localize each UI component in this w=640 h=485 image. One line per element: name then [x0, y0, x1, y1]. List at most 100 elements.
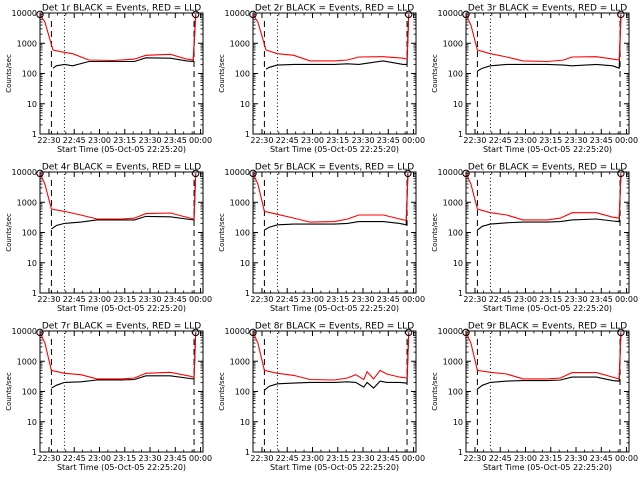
plot-frame — [252, 12, 417, 135]
x-tick-label: 22:45 — [276, 295, 299, 304]
lld-series-line — [465, 332, 622, 380]
y-axis-label: Counts/sec — [431, 213, 439, 252]
x-tick-label: 23:15 — [326, 136, 349, 145]
x-tick-label: 22:30 — [37, 454, 60, 463]
y-tick-label: 100 — [448, 70, 463, 79]
y-axis-label: Counts/sec — [218, 54, 226, 93]
endpoint-marker — [36, 328, 44, 337]
y-tick-label: 10 — [453, 418, 463, 427]
y-tick-label: 10 — [27, 259, 37, 268]
x-axis-label: Start Time (05-Oct-05 22:25:20) — [270, 463, 399, 472]
x-tick-label: 23:00 — [514, 136, 537, 145]
events-series-line — [477, 332, 622, 390]
panel-title: Det 7r BLACK = Events, RED = LLD — [42, 322, 201, 332]
x-axis-label: Start Time (05-Oct-05 22:25:20) — [270, 304, 399, 313]
x-tick-label: 22:45 — [489, 295, 512, 304]
y-tick-label: 10000 — [225, 327, 250, 336]
panel-title: Det 8r BLACK = Events, RED = LLD — [255, 322, 414, 332]
x-tick-label: 22:30 — [250, 295, 273, 304]
x-tick-label: 00:00 — [402, 136, 425, 145]
y-tick-label: 1 — [245, 130, 250, 139]
detector-panel: Det 6r BLACK = Events, RED = LLD 1 10 100 10… — [431, 163, 638, 314]
panel-title: Det 3r BLACK = Events, RED = LLD — [468, 4, 627, 14]
events-series-line — [52, 14, 197, 69]
lld-series-line — [252, 332, 410, 381]
x-tick-label: 23:15 — [113, 454, 136, 463]
x-tick-label: 22:45 — [63, 136, 86, 145]
lld-series-line — [465, 173, 622, 221]
y-tick-label: 1 — [458, 289, 463, 298]
y-tick-label: 10000 — [12, 9, 37, 18]
x-tick-label: 23:30 — [564, 136, 587, 145]
endpoint-marker — [404, 169, 412, 178]
y-tick-label: 100 — [448, 229, 463, 238]
x-tick-label: 23:30 — [564, 295, 587, 304]
detector-panel: Det 9r BLACK = Events, RED = LLD 1 10 100 10… — [431, 322, 638, 473]
plot-frame — [465, 171, 630, 294]
x-tick-label: 22:30 — [37, 136, 60, 145]
endpoint-marker — [617, 10, 625, 19]
x-tick-label: 23:15 — [113, 295, 136, 304]
endpoint-marker — [191, 328, 200, 337]
panel-title: Det 2r BLACK = Events, RED = LLD — [255, 4, 414, 14]
plot-frame — [465, 330, 630, 453]
lld-series-line — [252, 14, 410, 62]
y-tick-label: 10 — [240, 259, 250, 268]
x-tick-label: 23:30 — [138, 136, 161, 145]
events-series-line — [51, 173, 197, 230]
y-tick-label: 1000 — [443, 39, 463, 48]
panel-title: Det 6r BLACK = Events, RED = LLD — [468, 163, 627, 173]
y-tick-label: 100 — [22, 229, 37, 238]
x-tick-label: 22:30 — [463, 136, 486, 145]
lld-series-line — [39, 173, 197, 220]
y-tick-label: 10000 — [438, 327, 463, 336]
y-tick-label: 1 — [458, 130, 463, 139]
events-series-line — [477, 173, 622, 231]
x-tick-label: 23:45 — [377, 136, 400, 145]
x-axis-label: Start Time (05-Oct-05 22:25:20) — [57, 145, 186, 154]
x-tick-label: 23:30 — [564, 454, 587, 463]
endpoint-marker — [191, 169, 200, 178]
x-tick-label: 23:45 — [164, 295, 187, 304]
lld-series-line — [252, 173, 409, 223]
y-tick-label: 10 — [453, 259, 463, 268]
y-tick-label: 1000 — [17, 357, 37, 366]
events-series-line — [264, 173, 409, 231]
endpoint-marker — [249, 169, 257, 178]
panel-title: Det 5r BLACK = Events, RED = LLD — [255, 163, 414, 173]
detector-panel: Det 2r BLACK = Events, RED = LLD 1 10 100 10… — [218, 4, 425, 155]
endpoint-marker — [404, 10, 413, 19]
y-axis-label: Counts/sec — [218, 213, 226, 252]
detector-panel: Det 3r BLACK = Events, RED = LLD 1 10 100 10… — [431, 4, 638, 155]
x-tick-label: 23:15 — [326, 454, 349, 463]
x-tick-label: 22:30 — [463, 454, 486, 463]
detector-panel: Det 4r BLACK = Events, RED = LLD 1 10 100 10… — [5, 163, 212, 314]
events-series-line — [264, 332, 410, 391]
y-tick-label: 1000 — [230, 39, 250, 48]
x-tick-label: 23:00 — [88, 136, 111, 145]
x-tick-label: 23:15 — [113, 136, 136, 145]
y-axis-label: Counts/sec — [431, 372, 439, 411]
y-tick-label: 1000 — [230, 357, 250, 366]
x-tick-label: 22:45 — [489, 136, 512, 145]
y-tick-label: 100 — [448, 388, 463, 397]
y-tick-label: 10 — [27, 100, 37, 109]
x-tick-label: 22:30 — [250, 454, 273, 463]
x-axis-label: Start Time (05-Oct-05 22:25:20) — [483, 304, 612, 313]
y-axis-label: Counts/sec — [218, 372, 226, 411]
x-axis-label: Start Time (05-Oct-05 22:25:20) — [483, 463, 612, 472]
lld-series-line — [465, 14, 622, 63]
detector-panel: Det 8r BLACK = Events, RED = LLD 1 10 100 10… — [218, 322, 425, 473]
x-axis-label: Start Time (05-Oct-05 22:25:20) — [270, 145, 399, 154]
x-tick-label: 00:00 — [615, 295, 638, 304]
y-tick-label: 1 — [32, 289, 37, 298]
lld-series-line — [39, 332, 197, 380]
plot-frame — [39, 171, 204, 294]
x-tick-label: 23:45 — [590, 454, 613, 463]
x-tick-label: 22:45 — [489, 454, 512, 463]
x-tick-label: 23:45 — [164, 136, 187, 145]
plot-frame — [39, 330, 204, 453]
endpoint-marker — [462, 169, 470, 178]
x-tick-label: 23:00 — [88, 295, 111, 304]
